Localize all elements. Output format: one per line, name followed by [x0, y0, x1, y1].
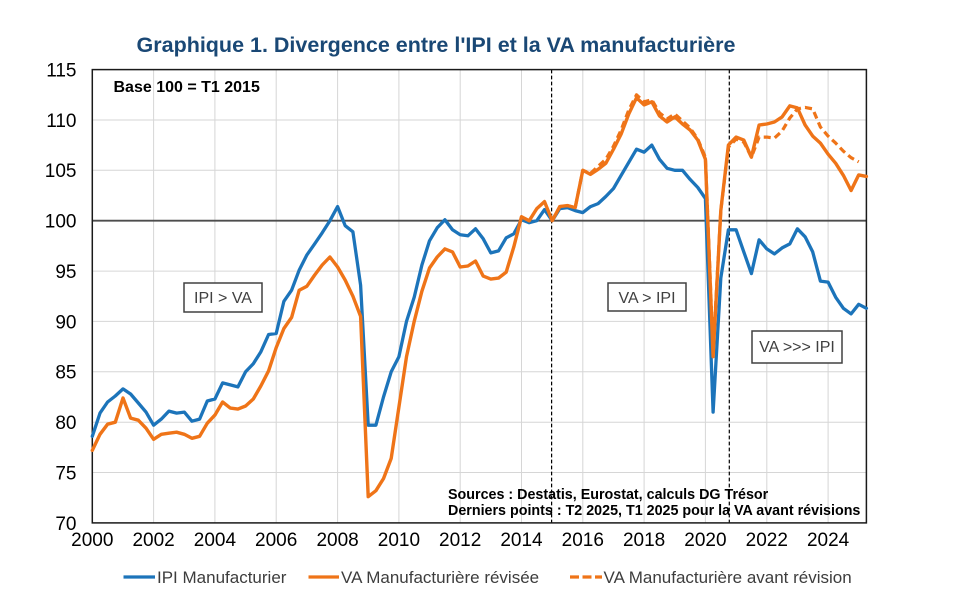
- svg-text:2008: 2008: [316, 530, 358, 551]
- svg-text:115: 115: [46, 61, 76, 82]
- svg-text:100: 100: [45, 212, 77, 233]
- svg-text:2018: 2018: [623, 530, 665, 551]
- svg-text:Sources : Destatis, Eurostat,: Sources : Destatis, Eurostat, calculs DG…: [448, 487, 769, 503]
- svg-text:2020: 2020: [684, 530, 726, 551]
- svg-text:2006: 2006: [255, 530, 297, 551]
- svg-text:75: 75: [55, 463, 76, 484]
- svg-text:VA >>> IPI: VA >>> IPI: [759, 339, 835, 356]
- svg-text:2002: 2002: [132, 530, 174, 551]
- svg-text:Derniers points : T2 2025, T1: Derniers points : T2 2025, T1 2025 pour …: [448, 503, 860, 519]
- svg-text:2012: 2012: [439, 530, 481, 551]
- svg-text:VA Manufacturière révisée: VA Manufacturière révisée: [341, 568, 539, 587]
- svg-text:IPI > VA: IPI > VA: [194, 290, 252, 307]
- svg-text:85: 85: [55, 363, 76, 384]
- svg-text:70: 70: [55, 514, 76, 535]
- svg-text:Graphique 1. Divergence entre: Graphique 1. Divergence entre l'IPI et l…: [137, 33, 736, 57]
- svg-text:2000: 2000: [71, 530, 113, 551]
- svg-text:Base 100 = T1 2015: Base 100 = T1 2015: [114, 79, 260, 96]
- svg-text:110: 110: [46, 111, 76, 132]
- svg-text:2004: 2004: [194, 530, 237, 551]
- svg-text:2022: 2022: [746, 530, 788, 551]
- svg-text:IPI Manufacturier: IPI Manufacturier: [157, 568, 287, 587]
- svg-text:90: 90: [55, 312, 76, 333]
- svg-text:VA > IPI: VA > IPI: [618, 290, 675, 307]
- svg-text:2016: 2016: [562, 530, 604, 551]
- svg-text:80: 80: [55, 413, 76, 434]
- svg-text:105: 105: [45, 161, 77, 182]
- svg-text:2024: 2024: [807, 530, 850, 551]
- svg-text:95: 95: [55, 262, 76, 283]
- svg-text:2010: 2010: [378, 530, 420, 551]
- svg-text:VA Manufacturière avant révisi: VA Manufacturière avant révision: [604, 568, 852, 587]
- svg-text:2014: 2014: [500, 530, 543, 551]
